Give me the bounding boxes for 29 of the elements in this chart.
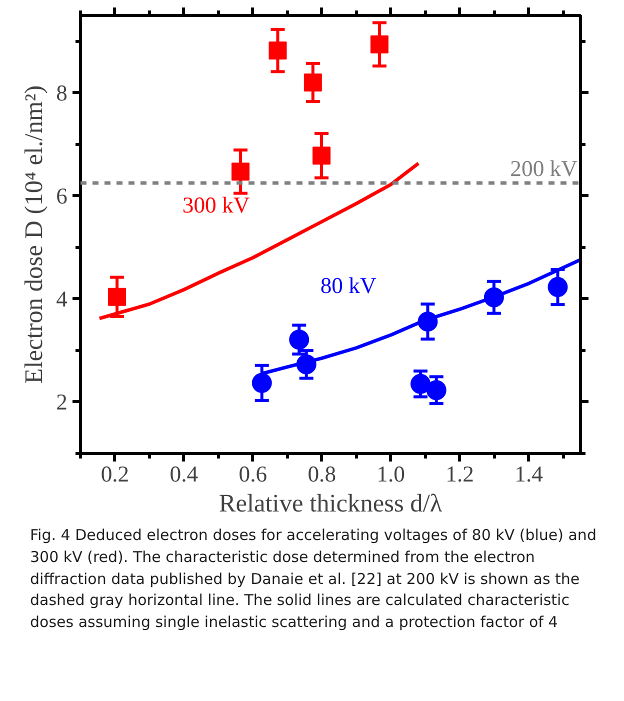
x-tick-label: 0.6 [238, 462, 268, 486]
x-tick-label: 0.4 [170, 462, 198, 486]
caption: Fig. 4 Deduced electron doses for accelerating voltages of 80 kV (blue) and 300 kV (red). The characteristic dose determined from the electron diffraction data published by Danaie et al. [22] at 200 kV is shown as the dashed gray horizontal line. The solid lines are calculated characteristic doses assuming single inelastic scattering and a protection factor of 4 [30, 525, 598, 633]
y-tick-label: 8 [56, 80, 68, 106]
x-tick-label: 0.2 [100, 462, 130, 486]
ref-line-label: 200 kV [510, 156, 578, 181]
point [370, 35, 388, 54]
y-axis-title: Electron dose D (10⁴ el./nm²) [20, 85, 48, 384]
point [312, 146, 331, 165]
point [548, 277, 568, 298]
y-tick-label: 2 [56, 389, 68, 414]
x-tick-label: 1.4 [514, 462, 543, 486]
y-tick-label: 4 [56, 286, 68, 312]
point [252, 372, 272, 393]
point [108, 288, 126, 306]
x-tick-label: 1.0 [376, 462, 406, 486]
series-label: 80 kV [320, 273, 377, 298]
point [268, 42, 287, 60]
line-series [98, 162, 420, 320]
point [304, 73, 322, 92]
x-tick-label: 1.2 [446, 462, 474, 486]
x-tick-label: 0.8 [308, 462, 336, 486]
series-label: 300 kV [182, 192, 250, 218]
point [426, 380, 446, 400]
x-axis-title: Relative thickness d/λ [218, 490, 443, 518]
y-tick-label: 6 [56, 183, 68, 208]
point [289, 330, 310, 350]
point [232, 162, 250, 181]
point [410, 374, 430, 394]
